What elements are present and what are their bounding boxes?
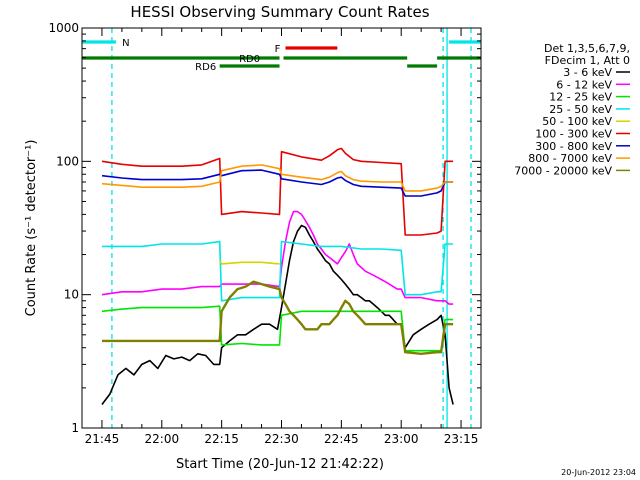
legend-label-3: 25 - 50 keV	[549, 103, 612, 116]
x-tick-label-2: 22:15	[204, 432, 239, 446]
timestamp: 20-Jun-2012 23:04	[561, 468, 636, 477]
series-line-3	[102, 240, 454, 302]
legend-label-6: 300 - 800 keV	[535, 140, 612, 153]
y-tick-label-2: 100	[56, 154, 79, 168]
flag-f-label: F	[275, 44, 281, 55]
series-line-7	[101, 164, 454, 192]
series-line-8	[102, 280, 454, 355]
legend-label-0: 3 - 6 keV	[563, 66, 612, 79]
flag-n-label: N	[122, 38, 129, 49]
axes: 21:45 22:00 22:15 22:30 22:45 23:00 23:15 1 10 10…	[48, 21, 482, 446]
series-line-6	[101, 169, 454, 197]
x-tick-label-5: 23:00	[384, 432, 419, 446]
chart-title: HESSI Observing Summary Count Rates	[130, 3, 429, 21]
y-tick-label-0: 1	[71, 421, 79, 435]
flag-rd0-label: RD0	[239, 54, 260, 65]
legend-header-1: FDecim 1, Att 0	[545, 54, 630, 67]
series-line-0	[101, 224, 454, 405]
legend-label-2: 12 - 25 keV	[549, 91, 612, 104]
plot-frame	[81, 27, 482, 429]
y-tick-label-3: 1000	[48, 21, 79, 35]
legend-label-1: 6 - 12 keV	[556, 78, 612, 91]
series-line-1	[101, 210, 454, 305]
legend-label-8: 7000 - 20000 keV	[514, 164, 612, 177]
series-line-2	[101, 305, 454, 352]
legend-label-4: 50 - 100 keV	[542, 115, 612, 128]
y-tick-label-1: 10	[64, 288, 79, 302]
x-tick-label-3: 22:30	[264, 432, 299, 446]
y-axis-label: Count Rate (s⁻¹ detector⁻¹)	[24, 140, 39, 317]
series-line-5	[101, 147, 454, 236]
x-tick-label-4: 22:45	[324, 432, 359, 446]
x-tick-label-1: 22:00	[145, 432, 180, 446]
flag-rd6-label: RD6	[195, 62, 216, 73]
legend: Det 1,3,5,6,7,9,FDecim 1, Att 03 - 6 keV…	[514, 42, 630, 177]
legend-header-0: Det 1,3,5,6,7,9,	[544, 42, 630, 55]
legend-label-7: 800 - 7000 keV	[528, 152, 612, 165]
series-line-4	[219, 260, 280, 265]
x-tick-label-6: 23:15	[444, 432, 479, 446]
legend-label-5: 100 - 300 keV	[535, 128, 612, 141]
plot-area: N F RD0 RD6	[82, 28, 481, 428]
x-axis-label: Start Time (20-Jun-12 21:42:22)	[176, 457, 384, 472]
x-tick-label-0: 21:45	[85, 432, 120, 446]
